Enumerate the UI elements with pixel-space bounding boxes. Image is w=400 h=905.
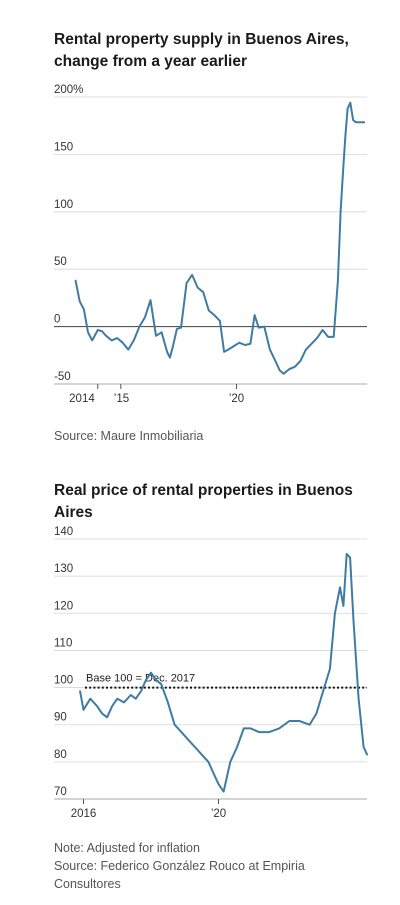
chart1-series-line xyxy=(74,101,366,375)
chart2-reference-label: Base 100 = Dec. 2017 xyxy=(86,673,195,685)
chart2-source: Source: Federico González Rouco at Empir… xyxy=(54,859,305,891)
chart2-ytick-label: 80 xyxy=(54,749,67,761)
chart1-ytick-label: 100 xyxy=(54,199,73,211)
chart2-ytick-label: 130 xyxy=(54,563,73,575)
chart2-xtick-label: 2016 xyxy=(71,808,97,820)
chart1-ytick-label: -50 xyxy=(54,371,71,383)
real-price-chart: 140 130 120 110 100 90 80 70 2016 ’20 Base 100 = D… xyxy=(54,526,368,820)
chart1-title: Rental property supply in Buenos Aires, … xyxy=(54,31,349,70)
chart2-series-line xyxy=(79,552,368,793)
chart1-ytick-label: 200% xyxy=(54,84,83,96)
chart1-source: Source: Maure Inmobiliaria xyxy=(54,429,204,443)
chart2-title: Real price of rental properties in Bueno… xyxy=(54,482,353,521)
supply-change-chart: 200% 150 100 50 0 -50 2014 ’15 ’20 xyxy=(54,84,367,405)
chart2-ytick-label: 140 xyxy=(54,526,73,538)
chart1-ytick-label: 0 xyxy=(54,314,60,326)
chart1-ytick-label: 50 xyxy=(54,256,67,268)
chart2-ytick-label: 120 xyxy=(54,600,73,612)
chart1-xtick-label: ’15 xyxy=(114,393,129,405)
chart1-ytick-label: 150 xyxy=(54,141,73,153)
chart1-xtick-label: 2014 xyxy=(69,393,95,405)
chart2-ytick-label: 110 xyxy=(54,637,72,649)
chart2-ytick-label: 70 xyxy=(54,786,67,798)
chart2-xtick-label: ’20 xyxy=(211,808,226,820)
chart2-ytick-label: 100 xyxy=(54,675,73,687)
chart2-note: Note: Adjusted for inflation xyxy=(54,841,200,855)
chart2-ytick-label: 90 xyxy=(54,712,67,724)
chart1-xtick-label: ’20 xyxy=(229,393,244,405)
